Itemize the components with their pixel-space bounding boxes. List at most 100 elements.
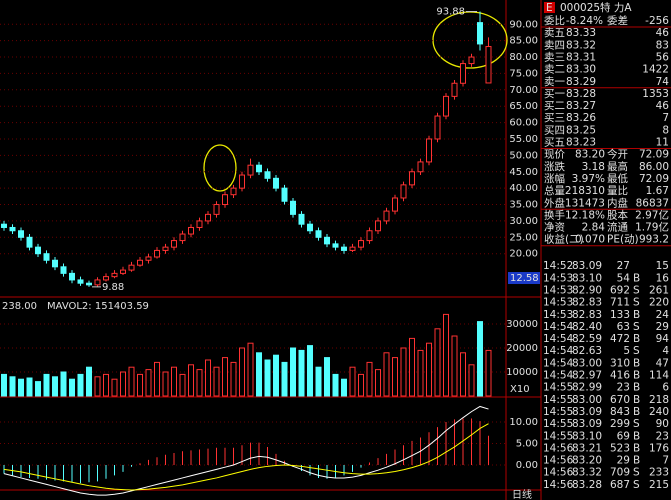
- stat-label: 内盘: [607, 196, 628, 209]
- stat-value: 83.20: [575, 149, 605, 161]
- volume-bar: [103, 373, 109, 397]
- stat-value: 72.09: [639, 173, 669, 185]
- y-tick-label: 25.00: [509, 232, 538, 243]
- stat-label: 收益(二): [544, 233, 584, 246]
- trade-volume: 133: [610, 309, 630, 321]
- book-price: 83.27: [566, 100, 596, 112]
- y-tick-label: 85.00: [509, 36, 538, 47]
- trade-volume: 711: [610, 297, 630, 309]
- trade-price: 82.83: [572, 297, 602, 309]
- stat-value: 218310: [565, 185, 605, 197]
- stat-value: 86.00: [639, 161, 669, 173]
- trade-time: 14:55: [543, 418, 573, 430]
- book-label: 卖一: [544, 76, 565, 88]
- trade-price: 82.83: [572, 309, 602, 321]
- y-tick-label: 40.00: [509, 183, 538, 194]
- cursor-label: 12.58: [510, 273, 539, 284]
- volume-bar: [18, 378, 24, 397]
- candle-body: [1, 223, 7, 228]
- trade-count: 7: [662, 455, 669, 467]
- trade-count: 16: [656, 272, 670, 284]
- y-tick-label: 30000: [506, 319, 538, 330]
- trade-count: 218: [649, 394, 669, 406]
- book-price: 83.23: [566, 137, 596, 149]
- candle-body: [400, 184, 407, 199]
- stat-value: 12.18%: [565, 209, 605, 221]
- candle-body: [256, 164, 262, 173]
- stat-value: 0.070: [575, 234, 605, 246]
- ratio-value: -256: [645, 15, 669, 27]
- volume-bar: [349, 366, 356, 397]
- candle-body: [247, 164, 254, 176]
- candle-body: [103, 276, 109, 281]
- y-tick-label: 35.00: [509, 200, 538, 211]
- book-volume: 1353: [642, 88, 669, 100]
- stat-label: 总量: [544, 184, 565, 197]
- candle-body: [26, 236, 33, 248]
- book-label: 卖四: [544, 39, 565, 51]
- candle-body: [477, 22, 483, 45]
- trade-count: 114: [649, 370, 669, 382]
- volume-bar: [94, 376, 101, 397]
- candle-body: [69, 272, 75, 281]
- candle-body: [239, 174, 245, 189]
- book-volume: 11: [656, 137, 669, 149]
- stat-label: 量比: [607, 184, 628, 197]
- candle-body: [145, 256, 152, 261]
- trade-volume: 692: [610, 284, 630, 296]
- candle-body: [358, 240, 364, 248]
- cursor-box: [508, 272, 540, 285]
- trade-side: S: [633, 345, 640, 357]
- trade-side: B: [633, 309, 640, 321]
- candle-body: [9, 226, 16, 232]
- trade-side: B: [633, 382, 640, 394]
- trade-side: S: [633, 479, 640, 491]
- candle-body: [213, 204, 220, 215]
- volume-bar: [179, 373, 186, 397]
- y-tick-label: 45.00: [509, 167, 538, 178]
- trade-price: 82.59: [572, 333, 602, 345]
- trade-time: 14:55: [543, 430, 573, 442]
- volume-bar: [298, 349, 305, 397]
- trade-time: 14:54: [543, 357, 574, 369]
- trade-price: 83.21: [572, 442, 602, 454]
- stat-value: 72.09: [639, 149, 669, 161]
- candle-body: [417, 161, 424, 173]
- book-price: 83.25: [566, 124, 596, 136]
- stat-label: 涨跌: [544, 160, 565, 173]
- trade-price: 83.10: [572, 430, 602, 442]
- stat-label: 现价: [544, 149, 565, 161]
- y-tick-label: 65.00: [509, 101, 538, 112]
- volume-legend: 238.00: [2, 301, 37, 312]
- trade-count: 215: [649, 479, 669, 491]
- candle-body: [171, 240, 177, 248]
- volume-bar: [154, 361, 160, 397]
- candle-body: [35, 246, 41, 255]
- candle-body: [392, 197, 398, 212]
- trade-side: S: [633, 284, 640, 296]
- volume-bar: [9, 376, 16, 397]
- high-label: 93.88: [436, 7, 465, 18]
- book-label: 卖五: [544, 27, 565, 39]
- stock-name: 特 力A: [600, 1, 632, 14]
- book-price: 83.28: [566, 88, 596, 100]
- candle-body: [307, 223, 313, 232]
- stat-value: 86837: [636, 197, 669, 209]
- volume-bar: [375, 369, 381, 397]
- trade-price: 83.09: [572, 260, 602, 272]
- candle-body: [290, 200, 296, 215]
- dif-line: [3, 405, 489, 496]
- book-label: 卖三: [544, 51, 565, 63]
- y-tick-label: 20.00: [509, 249, 538, 260]
- candle-body: [154, 249, 160, 258]
- trade-volume: 54: [617, 272, 631, 284]
- trade-volume: 299: [610, 418, 630, 430]
- low-label: 9.88: [102, 282, 124, 293]
- trade-volume: 310: [610, 357, 630, 369]
- volume-bar: [247, 342, 254, 397]
- y-tick-label: 0.00: [516, 460, 538, 471]
- trade-volume: 27: [617, 260, 630, 272]
- volume-bar: [324, 357, 330, 397]
- trade-price: 83.10: [572, 272, 602, 284]
